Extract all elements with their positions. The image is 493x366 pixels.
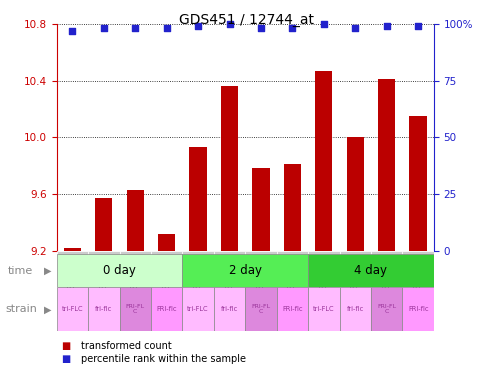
Bar — [371, 251, 402, 315]
Bar — [57, 251, 88, 315]
Bar — [88, 251, 119, 315]
Text: tri-FLC: tri-FLC — [313, 306, 335, 312]
Text: GSM8876: GSM8876 — [382, 254, 391, 294]
Point — [100, 25, 108, 31]
Text: FRI-FL
C: FRI-FL C — [377, 304, 396, 314]
Bar — [158, 234, 176, 251]
Text: GSM8874: GSM8874 — [131, 254, 140, 294]
Bar — [214, 251, 246, 315]
Bar — [308, 254, 434, 287]
Bar — [284, 164, 301, 251]
Text: fri-flc: fri-flc — [347, 306, 364, 312]
Text: GSM8870: GSM8870 — [319, 254, 328, 294]
Text: GSM8877: GSM8877 — [162, 254, 171, 294]
Point — [131, 25, 139, 31]
Point — [288, 25, 296, 31]
Text: ▶: ▶ — [44, 304, 52, 314]
Text: ■: ■ — [62, 341, 71, 351]
Text: fri-flc: fri-flc — [221, 306, 238, 312]
Text: ■: ■ — [62, 354, 71, 365]
Bar — [252, 168, 270, 251]
Bar — [182, 251, 214, 315]
Bar — [277, 251, 308, 315]
Bar — [182, 254, 308, 287]
Bar — [151, 251, 182, 315]
Bar — [245, 287, 277, 331]
Text: percentile rank within the sample: percentile rank within the sample — [81, 354, 246, 365]
Text: tri-FLC: tri-FLC — [187, 306, 209, 312]
Point — [194, 23, 202, 29]
Bar — [95, 198, 112, 251]
Text: FRI-FL
C: FRI-FL C — [251, 304, 271, 314]
Point — [383, 23, 390, 29]
Bar — [127, 190, 144, 251]
Bar — [214, 287, 245, 331]
Point — [414, 23, 422, 29]
Bar — [340, 287, 371, 331]
Bar — [340, 251, 371, 315]
Text: FRI-flc: FRI-flc — [282, 306, 303, 312]
Text: 4 day: 4 day — [354, 264, 387, 277]
Bar — [57, 287, 88, 331]
Text: GSM8873: GSM8873 — [351, 254, 360, 294]
Bar — [347, 137, 364, 251]
Text: FRI-FL
C: FRI-FL C — [126, 304, 145, 314]
Bar — [410, 116, 427, 251]
Point — [69, 28, 76, 34]
Text: transformed count: transformed count — [81, 341, 172, 351]
Bar — [221, 86, 238, 251]
Text: FRI-flc: FRI-flc — [408, 306, 428, 312]
Bar — [371, 287, 402, 331]
Point — [352, 25, 359, 31]
Bar — [88, 287, 119, 331]
Bar — [308, 287, 340, 331]
Text: GSM8869: GSM8869 — [194, 254, 203, 294]
Text: FRI-flc: FRI-flc — [156, 306, 177, 312]
Bar — [308, 251, 340, 315]
Bar — [277, 287, 308, 331]
Text: tri-FLC: tri-FLC — [62, 306, 83, 312]
Bar — [57, 254, 182, 287]
Text: strain: strain — [5, 304, 37, 314]
Bar — [182, 287, 214, 331]
Point — [163, 25, 171, 31]
Bar — [189, 147, 207, 251]
Bar — [119, 251, 151, 315]
Text: GSM8875: GSM8875 — [256, 254, 266, 294]
Text: fri-flc: fri-flc — [95, 306, 112, 312]
Point — [257, 25, 265, 31]
Bar — [245, 251, 277, 315]
Text: GSM8871: GSM8871 — [99, 254, 108, 294]
Text: GSM8872: GSM8872 — [225, 254, 234, 294]
Bar — [315, 71, 332, 251]
Bar — [378, 79, 395, 251]
Text: GSM8868: GSM8868 — [68, 254, 77, 294]
Text: ▶: ▶ — [44, 266, 52, 276]
Text: GSM8878: GSM8878 — [288, 254, 297, 294]
Text: GDS451 / 12744_at: GDS451 / 12744_at — [179, 13, 314, 27]
Bar — [64, 248, 81, 251]
Text: time: time — [7, 266, 33, 276]
Bar — [402, 287, 434, 331]
Text: 2 day: 2 day — [229, 264, 262, 277]
Bar — [402, 251, 434, 315]
Text: 0 day: 0 day — [103, 264, 136, 277]
Text: GSM8879: GSM8879 — [414, 254, 423, 294]
Bar — [151, 287, 182, 331]
Point — [226, 21, 234, 27]
Bar — [119, 287, 151, 331]
Point — [320, 21, 328, 27]
